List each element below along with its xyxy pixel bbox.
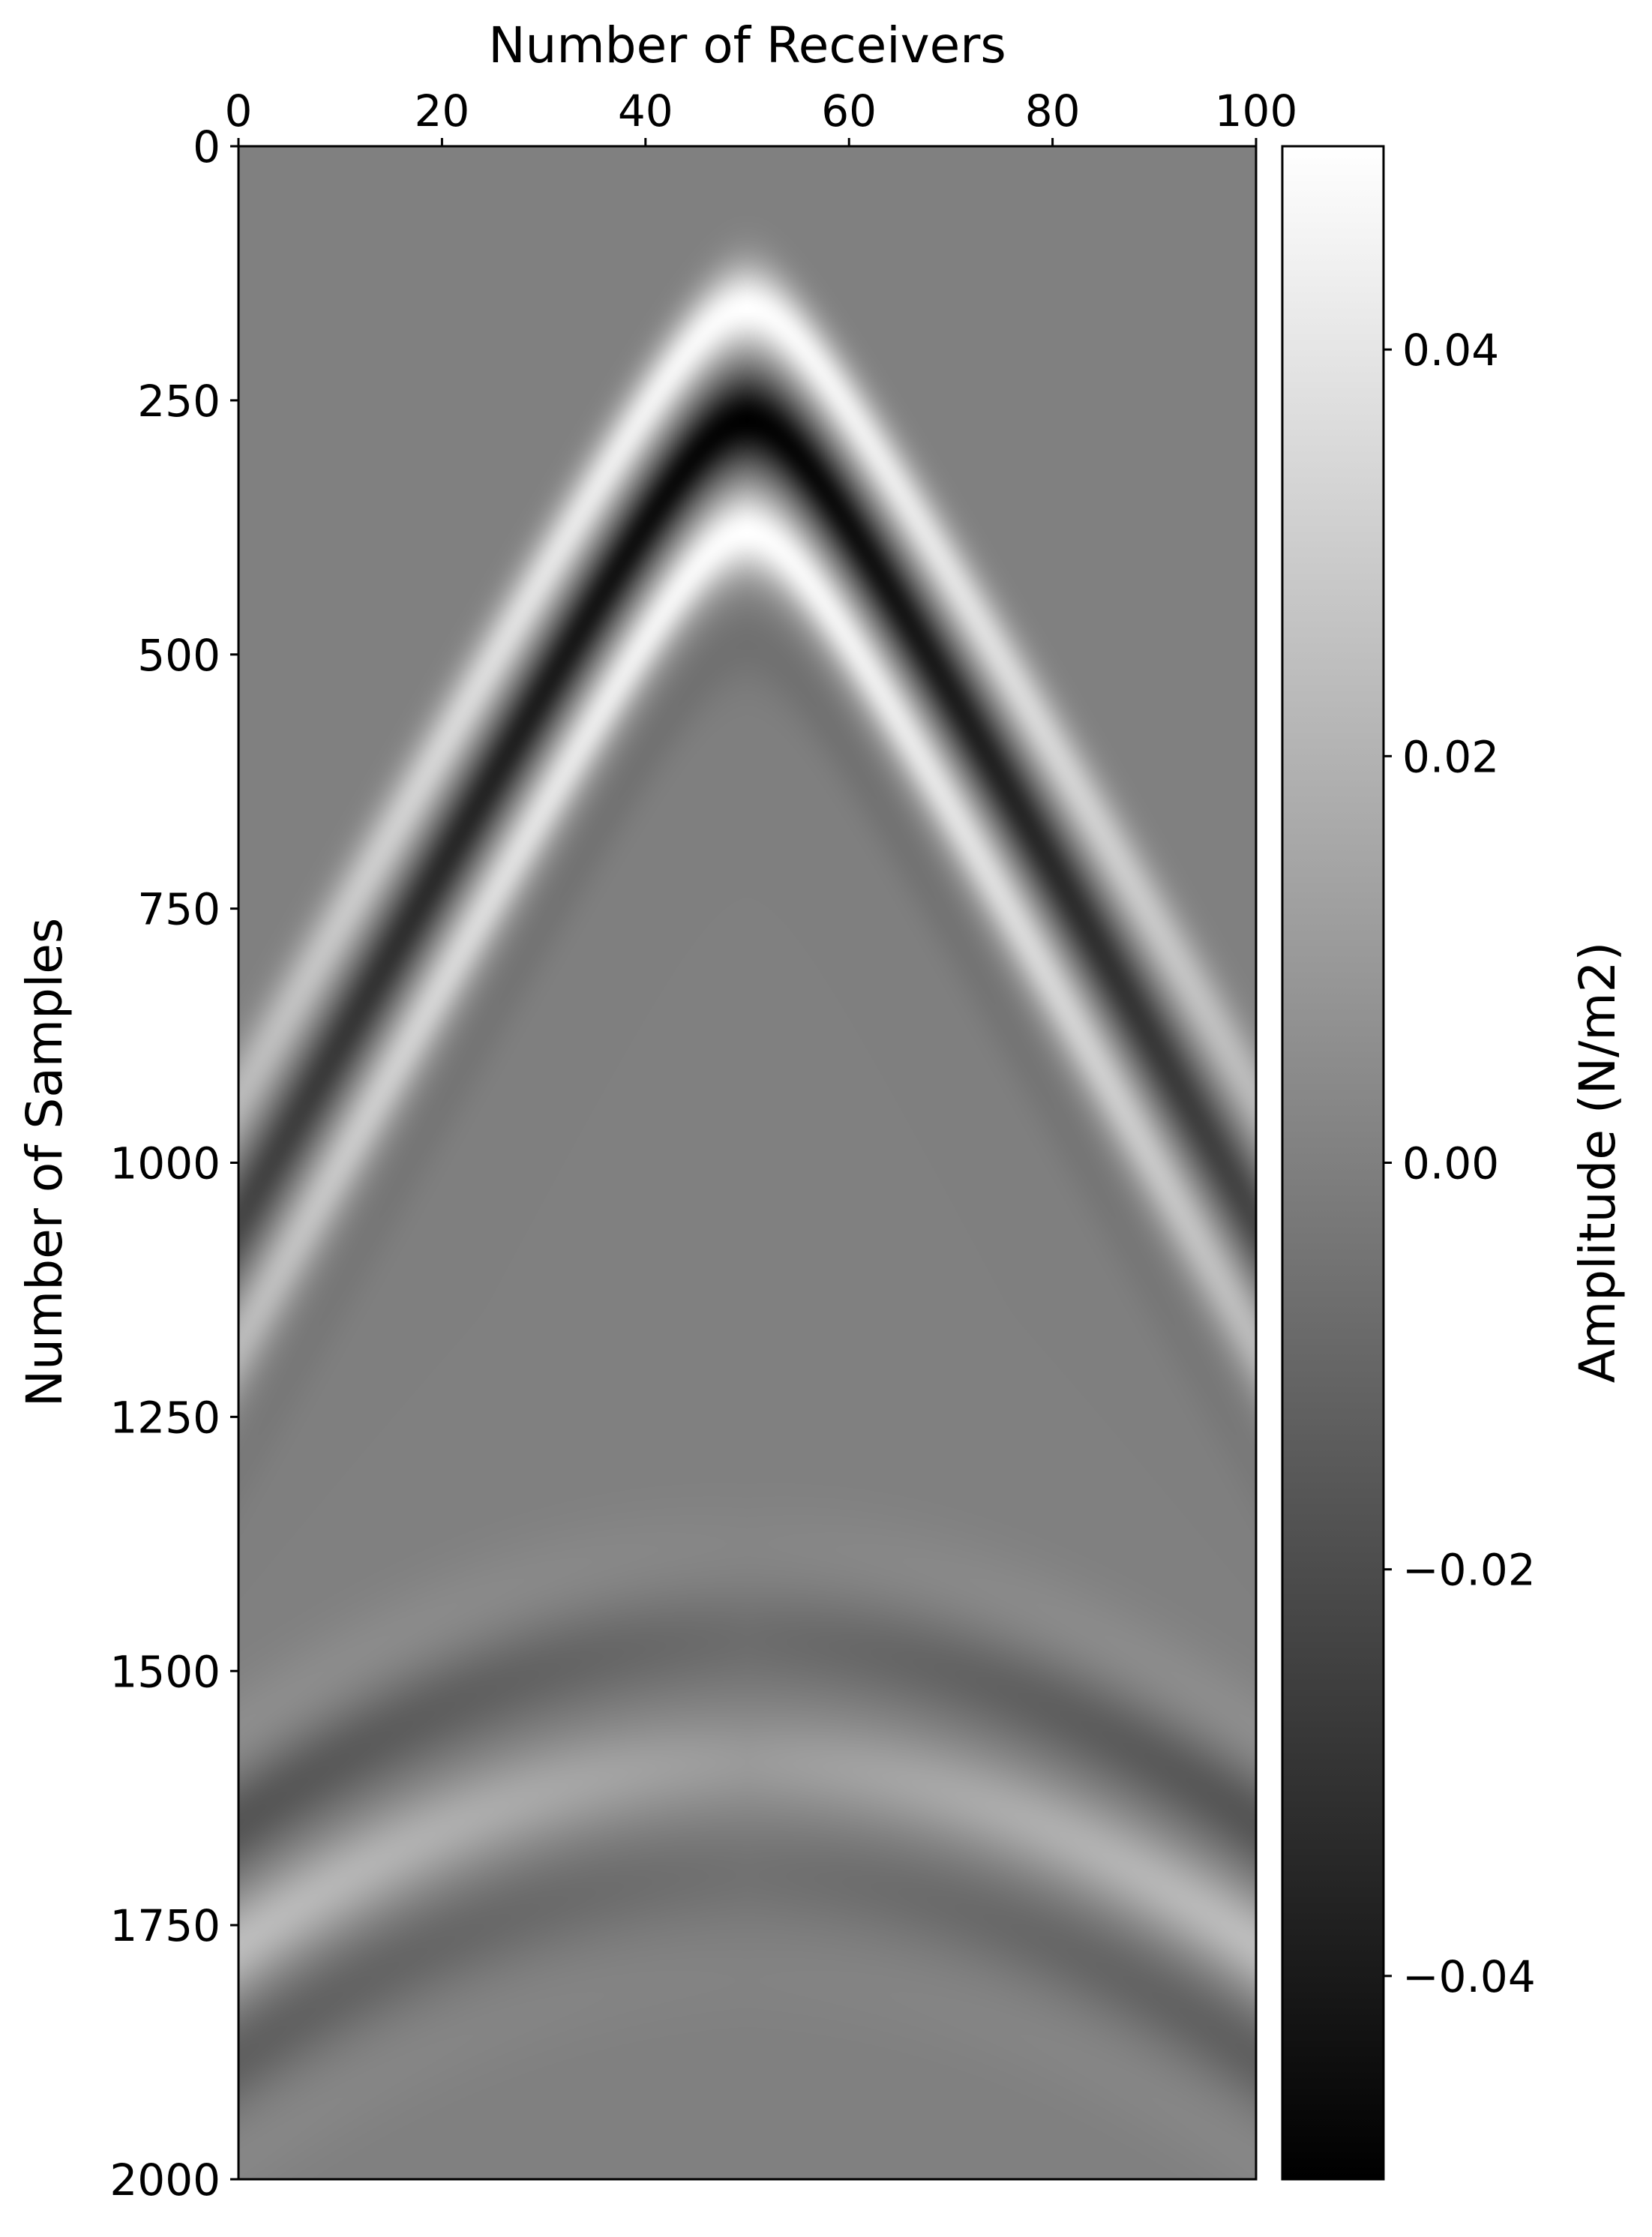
y-tick-label: 0 — [193, 121, 220, 172]
x-axis: 0 20 40 60 80 100 — [225, 85, 1298, 146]
y-tick-label: 1250 — [109, 1392, 220, 1443]
amplitude-heatmap — [238, 146, 1256, 2179]
colorbar-tick-label: −0.02 — [1402, 1545, 1536, 1596]
colorbar-tick-label: 0.02 — [1402, 731, 1499, 782]
colorbar-ticks: 0.04 0.02 0.00 −0.02 −0.04 — [1384, 325, 1536, 2002]
y-tick-label: 500 — [137, 630, 220, 681]
y-tick-label: 2000 — [109, 2155, 220, 2206]
y-tick-label: 1500 — [109, 1646, 220, 1697]
colorbar-tick-label: 0.04 — [1402, 325, 1499, 376]
y-axis: 0 250 500 750 1000 1250 1500 1750 2000 — [109, 121, 238, 2206]
x-tick-label: 100 — [1215, 85, 1298, 136]
colorbar-gradient — [1281, 145, 1385, 2181]
plot-area — [237, 145, 1258, 2181]
x-tick-label: 20 — [414, 85, 469, 136]
y-axis-label: Number of Samples — [16, 918, 73, 1408]
x-tick-label: 40 — [618, 85, 673, 136]
y-tick-label: 1000 — [109, 1138, 220, 1189]
y-tick-label: 250 — [137, 376, 220, 427]
x-axis-label: Number of Receivers — [488, 16, 1006, 74]
colorbar-label: Amplitude (N/m2) — [1569, 942, 1627, 1384]
x-tick-label: 60 — [821, 85, 877, 136]
x-tick-label: 80 — [1025, 85, 1081, 136]
y-tick-label: 1750 — [109, 1900, 220, 1951]
colorbar-tick-label: 0.00 — [1402, 1138, 1499, 1189]
colorbar: 0.04 0.02 0.00 −0.02 −0.04 Amplitude (N/m2) — [1281, 145, 1627, 2181]
colorbar-tick-label: −0.04 — [1402, 1951, 1536, 2002]
y-tick-label: 750 — [137, 884, 220, 935]
x-tick-label: 0 — [225, 85, 253, 136]
